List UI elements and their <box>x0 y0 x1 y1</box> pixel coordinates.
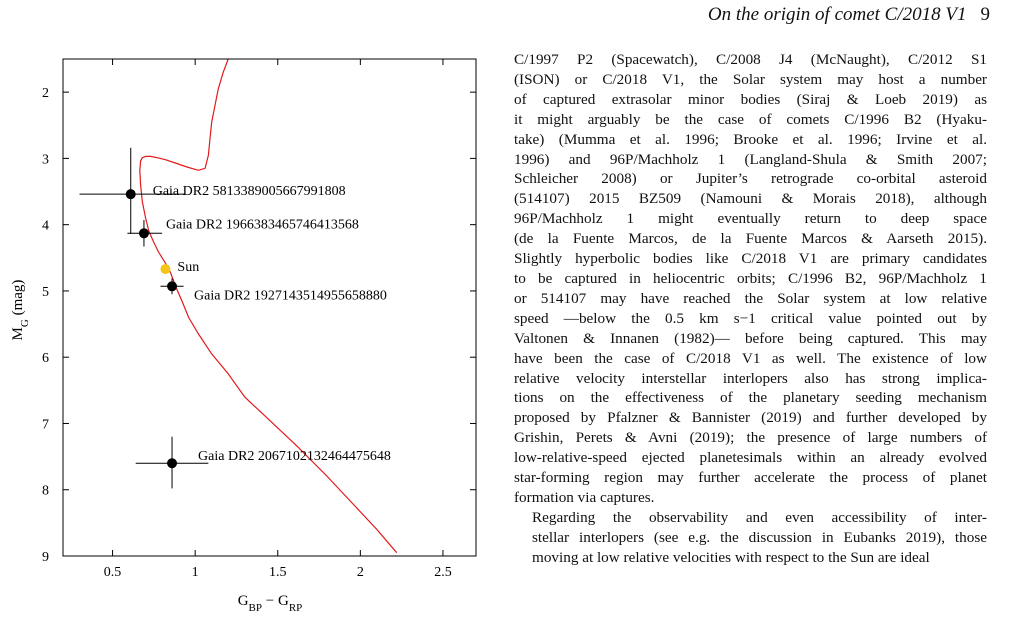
point-label: Gaia DR2 1966383465746413568 <box>166 217 359 232</box>
text-line: Grishin, Perets & Avni (2019); the prese… <box>514 429 987 447</box>
text-line: tions on the effectiveness of the planet… <box>514 389 987 407</box>
x-tick-label: 0.5 <box>104 565 122 580</box>
text-line: relative velocity interstellar interlope… <box>514 369 987 387</box>
y-tick-label: 6 <box>42 351 49 366</box>
y-tick-label: 8 <box>42 484 49 499</box>
y-tick-label: 7 <box>42 417 49 432</box>
sun-label: Sun <box>177 260 199 275</box>
text-line: proposed by Pfalzner & Bannister (2019) … <box>514 409 987 427</box>
text-line: C/1997 P2 (Spacewatch), C/2008 J4 (McNau… <box>514 51 987 68</box>
data-point <box>167 458 178 469</box>
y-tick-label: 2 <box>42 86 49 101</box>
y-tick-label: 4 <box>42 219 49 234</box>
page-number: 9 <box>980 4 991 25</box>
color-magnitude-diagram: 0.5 1 1.5 2 2.5 2 3 4 5 6 7 8 9 Gaia DR2 58133890056… <box>10 58 477 614</box>
paragraph-2: Regarding the observability and even acc… <box>514 508 987 568</box>
paragraph-1: C/1997 P2 (Spacewatch), C/2008 J4 (McNau… <box>514 50 987 508</box>
text-line: stellar interlopers (see e.g. the discus… <box>532 528 987 546</box>
text-line: Schleicher 2008) or Jupiter’s retrograde… <box>514 170 987 188</box>
plot-frame <box>62 58 477 557</box>
y-tick-label: 5 <box>42 285 49 300</box>
x-tick-label: 2.5 <box>434 565 452 580</box>
text-line: speed —below the 0.5 km s−1 critical val… <box>514 309 987 327</box>
running-title: On the origin of comet C/2018 V1 <box>707 4 967 25</box>
text-line: of captured extrasolar minor bodies (Sir… <box>514 90 987 108</box>
text-line: it might arguably be the case of comets … <box>514 110 987 128</box>
point-label: Gaia DR2 2067102132464475648 <box>198 449 391 464</box>
text-line: star-forming region may further accelera… <box>514 469 987 487</box>
sun-point <box>160 264 171 275</box>
text-line: moving at low relative velocities with r… <box>532 548 930 566</box>
data-point <box>167 281 178 292</box>
x-tick-label: 1 <box>192 565 199 580</box>
body-text-column: C/1997 P2 (Spacewatch), C/2008 J4 (McNau… <box>514 50 987 568</box>
running-header: On the origin of comet C/2018 V1 9 <box>708 4 990 26</box>
text-line: formation via captures. <box>514 488 655 506</box>
text-line: or 514107 may have reached the Solar sys… <box>514 289 987 307</box>
x-tick-label: 1.5 <box>269 565 287 580</box>
point-label: Gaia DR2 5813389005667991808 <box>153 184 346 199</box>
y-axis-label: MG (mag) <box>10 280 31 341</box>
isochrone-curve <box>139 59 398 554</box>
text-line: take) (Mumma et al. 1996; Brooke et al. … <box>514 130 987 148</box>
y-tick-label: 3 <box>42 152 49 167</box>
text-line: Slightly hyperbolic bodies like C/2018 V… <box>514 250 987 268</box>
text-line: 96P/Machholz 1 might eventually return t… <box>514 210 987 228</box>
data-point <box>125 189 136 200</box>
data-point <box>138 228 149 239</box>
text-line: have been the case of C/2018 V1 as well.… <box>514 349 987 367</box>
point-label: Gaia DR2 1927143514955658880 <box>194 288 387 303</box>
text-line: (de la Fuente Marcos, de la Fuente Marco… <box>514 230 987 248</box>
x-tick-label: 2 <box>357 565 364 580</box>
text-line: (514107) 2015 BZ509 (Namouni & Morais 20… <box>514 190 987 208</box>
x-axis-label: GBP − GRP <box>238 593 303 614</box>
text-line: Valtonen & Innanen (1982)— before being … <box>514 329 987 347</box>
text-line: Regarding the observability and even acc… <box>532 508 987 526</box>
text-line: to be captured in heliocentric orbits; C… <box>514 269 987 287</box>
y-tick-label: 9 <box>42 550 49 565</box>
text-line: (ISON) or C/2018 V1, the Solar system ma… <box>514 70 987 88</box>
text-line: 1996) and 96P/Machholz 1 (Langland-Shula… <box>514 150 987 168</box>
text-line: low-relative-speed ejected planetesimals… <box>514 449 987 467</box>
